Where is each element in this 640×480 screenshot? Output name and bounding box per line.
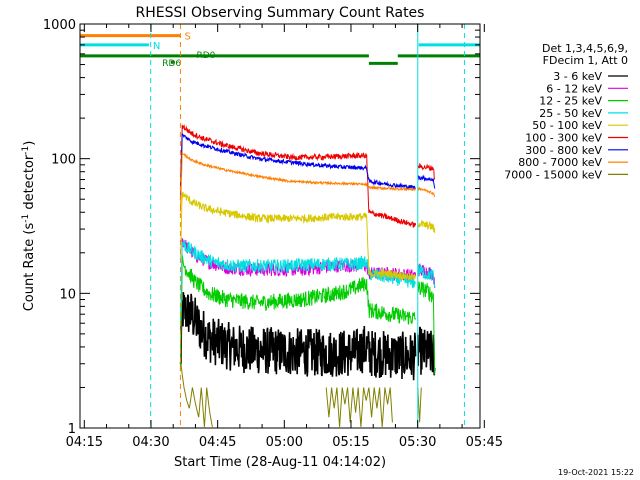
x-tick-label-4: 05:15 (332, 435, 369, 450)
legend-entry-label-6: 300 - 800 keV (525, 144, 602, 157)
series-0 (179, 292, 436, 381)
series-4-segment-0 (179, 191, 416, 281)
y-axis-label-part2: detector (22, 154, 37, 214)
legend-entry-label-8: 7000 - 15000 keV (504, 168, 602, 181)
plot-frame (79, 23, 481, 429)
rd-label-0: RD0 (196, 51, 215, 61)
x-tick-label-1: 04:30 (132, 435, 169, 450)
series-0-segment-1 (417, 326, 436, 376)
y-axis-label-sup2: -1 (21, 146, 31, 155)
legend: Det 1,3,4,5,6,9, FDecim 1, Att 0 3 - 6 k… (504, 42, 628, 181)
series-8-segment-2 (417, 387, 422, 423)
y-tick-label-1: 10 (59, 287, 76, 302)
legend-entry-label-1: 6 - 12 keV (546, 82, 602, 95)
series-6 (179, 133, 436, 200)
x-tick-label-0: 04:15 (66, 435, 103, 450)
series-5-segment-0 (179, 124, 417, 228)
x-tick-label-2: 04:45 (199, 435, 236, 450)
series-5-segment-1 (417, 162, 436, 180)
series-7-segment-0 (179, 152, 416, 212)
series-3-segment-1 (417, 264, 436, 288)
series-2 (179, 255, 436, 375)
rd-marker (170, 60, 174, 64)
legend-entry-label-7: 800 - 7000 keV (518, 156, 602, 169)
series-1 (179, 237, 436, 331)
series-8 (180, 363, 422, 428)
series-8-segment-0 (180, 363, 213, 428)
series-3-segment-0 (179, 239, 417, 324)
x-axis-label: Start Time (28-Aug-11 04:14:02) (174, 455, 386, 470)
legend-header-line1: Det 1,3,4,5,6,9, (542, 42, 628, 55)
x-tick-label-6: 05:45 (466, 435, 503, 450)
series-4-segment-1 (417, 219, 436, 234)
series-7-segment-1 (417, 186, 436, 198)
y-axis-label-sup1: -1 (21, 214, 31, 223)
series-6-segment-1 (417, 174, 436, 189)
x-tick-label-3: 05:00 (266, 435, 303, 450)
series-2-segment-1 (417, 281, 436, 375)
series-7 (179, 152, 436, 212)
series-8-segment-1 (325, 387, 393, 428)
data-layer (179, 124, 436, 428)
legend-entry-label-5: 100 - 300 keV (525, 132, 602, 145)
legend-entry-label-0: 3 - 6 keV (553, 70, 602, 83)
y-tick-label-2: 100 (51, 153, 76, 168)
axis-ticks: 04:15 04:30 04:45 05:00 05:15 05:30 05:45 1 10 10… (43, 18, 503, 450)
legend-entry-label-2: 12 - 25 keV (539, 95, 602, 108)
x-tick-label-5: 05:30 (399, 435, 436, 450)
status-layer: S N RD0 RD6 (80, 32, 480, 69)
marker-lines (150, 24, 465, 428)
y-axis-label-part3: ) (22, 141, 37, 146)
legend-entry-label-3: 25 - 50 keV (539, 107, 602, 120)
footer-date: 19-Oct-2021 15:22 (558, 468, 634, 477)
legend-header-line2: FDecim 1, Att 0 (543, 54, 628, 67)
series-6-segment-0 (179, 133, 417, 200)
rd-label-1: RD6 (162, 59, 181, 69)
chart-title: RHESSI Observing Summary Count Rates (136, 5, 425, 21)
y-tick-label-0: 1 (68, 422, 76, 437)
y-tick-label-3: 1000 (43, 18, 76, 33)
status-bar-label-1: N (153, 41, 160, 52)
status-bar-label-0: S (184, 32, 190, 43)
series-5 (179, 124, 436, 228)
series-2-segment-0 (179, 255, 417, 372)
legend-entry-label-4: 50 - 100 keV (532, 119, 602, 132)
series-0-segment-0 (179, 292, 417, 381)
series-4 (179, 191, 436, 281)
y-axis-label: Count Rate (s-1 detector-1) (21, 141, 37, 312)
y-axis-label-part1: Count Rate (s (22, 223, 37, 312)
